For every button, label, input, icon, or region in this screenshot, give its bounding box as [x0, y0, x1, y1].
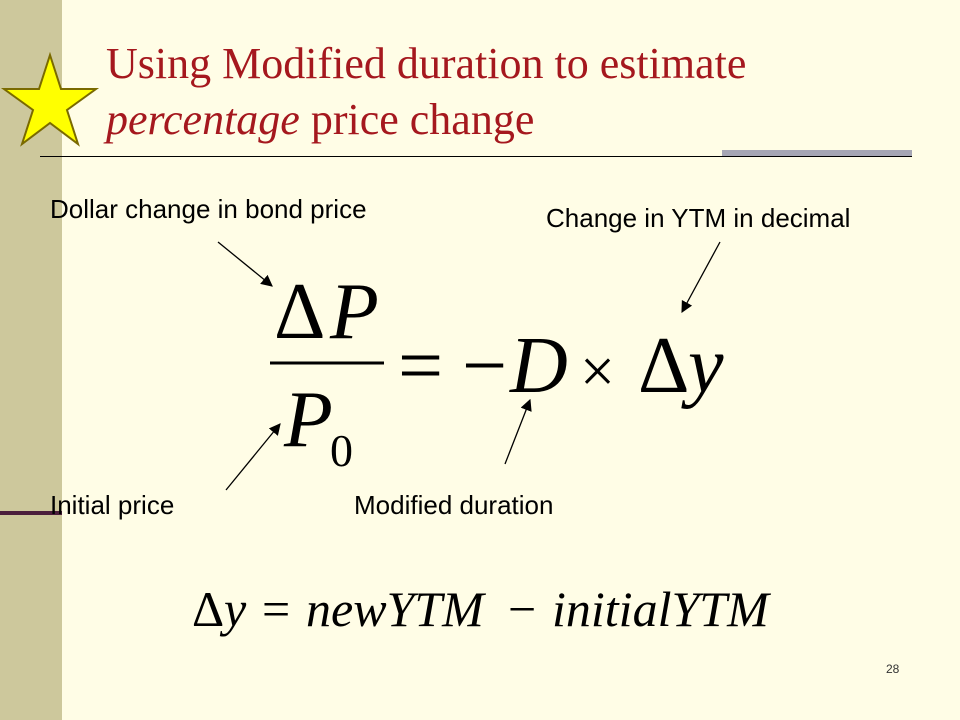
f2-delta: Δ: [192, 581, 224, 637]
f2-initial-ytm: initialYTM: [552, 581, 771, 637]
label-modified-duration: Modified duration: [354, 490, 554, 520]
duration-d: D: [509, 322, 568, 410]
title-accent-bar: [722, 150, 912, 156]
minus-sign: −: [462, 322, 507, 410]
star-icon: [0, 52, 100, 147]
equals-sign: =: [398, 322, 443, 410]
dollar-change-p: P: [329, 268, 379, 356]
f2-equals: =: [262, 581, 290, 637]
f2-y: y: [219, 581, 247, 637]
initial-price-p: P: [283, 376, 333, 464]
title-line-2: percentage price change: [106, 92, 926, 148]
f2-minus: −: [508, 581, 536, 637]
arrow-ytm-change: [681, 241, 721, 314]
page-number: 28: [886, 662, 900, 676]
left-decor-line: [0, 511, 62, 515]
delta-y-delta: Δ: [638, 322, 689, 410]
delta-y-y: y: [681, 322, 724, 410]
arrow-modified-duration: [504, 398, 532, 465]
label-initial-price: Initial price: [50, 490, 175, 520]
label-dollar-change: Dollar change in bond price: [50, 194, 367, 224]
times-sign: ×: [580, 338, 615, 406]
title-italic-word: percentage: [106, 95, 300, 144]
slide-title: Using Modified duration to estimate perc…: [106, 36, 926, 148]
delta-symbol: Δ: [274, 268, 325, 356]
arrow-initial-price: [225, 423, 281, 491]
f2-new-ytm: newYTM: [306, 581, 486, 637]
title-line-1: Using Modified duration to estimate: [106, 39, 747, 88]
arrow-dollar-change: [217, 241, 273, 287]
p0-subscript: 0: [330, 425, 353, 476]
title-underline: [40, 156, 912, 157]
title-rest: price change: [299, 95, 535, 144]
label-ytm-change: Change in YTM in decimal: [546, 203, 851, 233]
